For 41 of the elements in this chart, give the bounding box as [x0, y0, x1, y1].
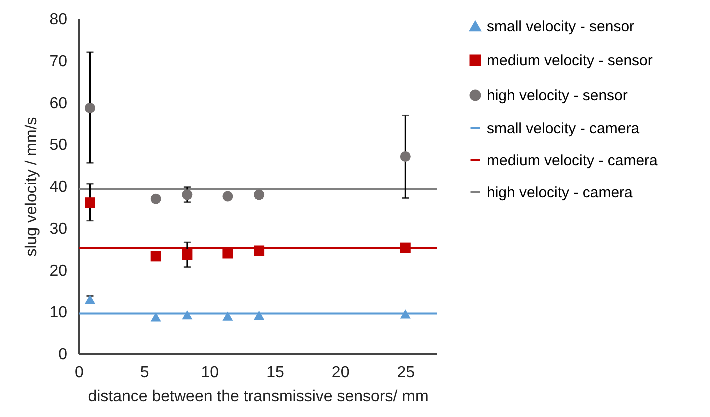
point	[182, 190, 193, 200]
point	[222, 248, 234, 259]
y-tick-label: 50	[50, 137, 68, 154]
y-tick-label: 30	[50, 220, 68, 238]
legend-label: high velocity - camera	[487, 184, 634, 202]
x-axis-title: distance between the transmissive sensors/ mm	[88, 388, 429, 406]
legend-label: small velocity - camera	[487, 120, 640, 138]
y-axis-title: slug velocity / mm/s	[24, 117, 41, 257]
legend-label: small velocity - sensor	[487, 18, 635, 36]
x-tick-label: 10	[201, 364, 220, 382]
x-tick-label: 25	[397, 364, 416, 382]
x-tick-label: 20	[332, 364, 350, 382]
point	[400, 310, 411, 319]
x-tick-label: 0	[75, 364, 84, 382]
x-tick-label: 5	[140, 364, 150, 382]
point	[254, 190, 265, 200]
point	[222, 312, 234, 321]
y-tick-label: 70	[50, 53, 68, 70]
point	[400, 152, 411, 162]
point	[182, 310, 193, 320]
point	[222, 191, 234, 202]
point	[150, 194, 162, 204]
legend-label: high velocity - sensor	[487, 88, 628, 104]
point	[84, 102, 96, 114]
point	[254, 310, 265, 320]
point	[254, 246, 265, 256]
y-tick-label: 80	[50, 12, 68, 28]
point	[400, 242, 411, 254]
y-tick-label: 20	[50, 262, 68, 280]
y-tick-label: 0	[58, 346, 68, 364]
point	[150, 312, 162, 322]
point	[84, 198, 96, 208]
legend-label: medium velocity - camera	[487, 152, 659, 170]
y-tick-label: 40	[50, 179, 68, 196]
y-tick-label: 60	[50, 95, 68, 112]
point	[150, 251, 162, 262]
x-tick-label: 15	[266, 364, 284, 382]
legend-label: medium velocity - sensor	[487, 52, 653, 70]
y-tick-label: 10	[50, 304, 68, 322]
point	[84, 295, 96, 304]
point	[182, 250, 193, 260]
